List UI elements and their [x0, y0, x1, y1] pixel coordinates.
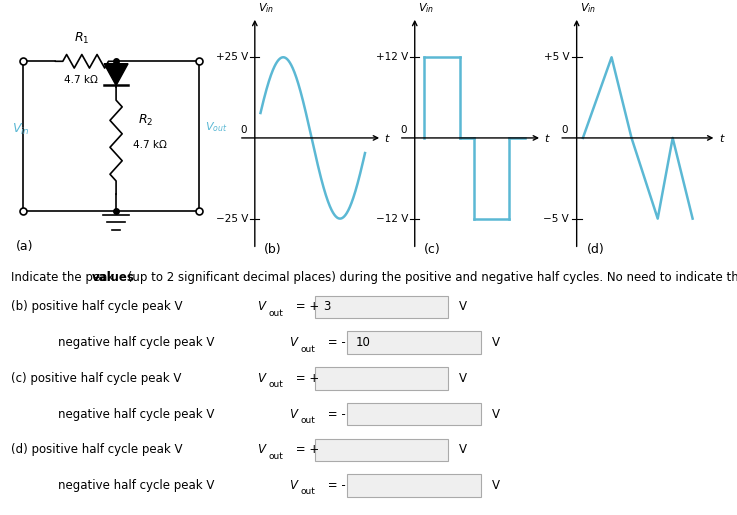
Text: $R_1$: $R_1$: [74, 30, 89, 45]
Text: $V_{out}$: $V_{out}$: [205, 120, 228, 133]
Text: 3: 3: [324, 300, 331, 314]
Text: +12 V: +12 V: [376, 52, 408, 62]
Text: $V_{in}$: $V_{in}$: [418, 2, 434, 15]
Text: (d) positive half cycle peak V: (d) positive half cycle peak V: [11, 443, 183, 456]
Text: negative half cycle peak V: negative half cycle peak V: [43, 336, 215, 349]
Text: out: out: [301, 487, 315, 496]
Text: = +: = +: [292, 372, 319, 385]
Text: 4.7 kΩ: 4.7 kΩ: [133, 140, 167, 150]
Text: $V_{in}$: $V_{in}$: [581, 2, 596, 15]
Text: (up to 2 significant decimal places) during the positive and negative half cycle: (up to 2 significant decimal places) dur…: [125, 271, 737, 284]
Text: −12 V: −12 V: [376, 214, 408, 224]
Text: $V$: $V$: [290, 407, 300, 421]
Text: (b) positive half cycle peak V: (b) positive half cycle peak V: [11, 300, 183, 314]
Text: = -: = -: [324, 407, 346, 421]
Text: (b): (b): [264, 243, 282, 255]
Text: out: out: [268, 309, 283, 318]
Text: V: V: [492, 336, 500, 349]
Text: $V$: $V$: [290, 479, 300, 492]
Text: +25 V: +25 V: [216, 52, 248, 62]
Polygon shape: [104, 64, 128, 85]
Text: −5 V: −5 V: [543, 214, 569, 224]
Text: 0: 0: [400, 125, 407, 135]
Text: (c) positive half cycle peak V: (c) positive half cycle peak V: [11, 372, 181, 385]
Text: $t$: $t$: [544, 132, 551, 144]
Text: $V$: $V$: [257, 372, 268, 385]
Text: 0: 0: [562, 125, 568, 135]
FancyBboxPatch shape: [315, 439, 448, 461]
Text: negative half cycle peak V: negative half cycle peak V: [43, 479, 215, 492]
Text: out: out: [301, 416, 315, 425]
Text: V: V: [459, 300, 467, 314]
FancyBboxPatch shape: [347, 403, 481, 425]
Text: $V$: $V$: [257, 300, 268, 314]
Text: $V$: $V$: [290, 336, 300, 349]
Text: V: V: [459, 372, 467, 385]
Text: V: V: [492, 407, 500, 421]
Text: out: out: [301, 345, 315, 353]
Text: (c): (c): [424, 243, 441, 255]
FancyBboxPatch shape: [347, 474, 481, 496]
Text: values: values: [91, 271, 134, 284]
Text: Indicate the peak: Indicate the peak: [11, 271, 118, 284]
Text: negative half cycle peak V: negative half cycle peak V: [43, 407, 215, 421]
Text: V: V: [459, 443, 467, 456]
Text: = +: = +: [292, 443, 319, 456]
FancyBboxPatch shape: [315, 367, 448, 389]
Text: 0: 0: [240, 125, 247, 135]
Text: (d): (d): [587, 243, 604, 255]
Text: $V_{in}$: $V_{in}$: [12, 122, 29, 136]
FancyBboxPatch shape: [315, 296, 448, 318]
Text: 4.7 kΩ: 4.7 kΩ: [64, 75, 98, 84]
Text: (a): (a): [16, 239, 34, 252]
Text: out: out: [268, 380, 283, 389]
Text: −25 V: −25 V: [216, 214, 248, 224]
Text: V: V: [492, 479, 500, 492]
FancyBboxPatch shape: [347, 332, 481, 354]
Text: = +: = +: [292, 300, 319, 314]
Text: = -: = -: [324, 336, 346, 349]
Text: $t$: $t$: [384, 132, 391, 144]
Text: $t$: $t$: [719, 132, 725, 144]
Text: = -: = -: [324, 479, 346, 492]
Text: $R_2$: $R_2$: [138, 113, 153, 128]
Text: $V_{in}$: $V_{in}$: [258, 2, 274, 15]
Text: $V$: $V$: [257, 443, 268, 456]
Text: out: out: [268, 452, 283, 460]
Text: 10: 10: [356, 336, 371, 349]
Text: +5 V: +5 V: [544, 52, 569, 62]
